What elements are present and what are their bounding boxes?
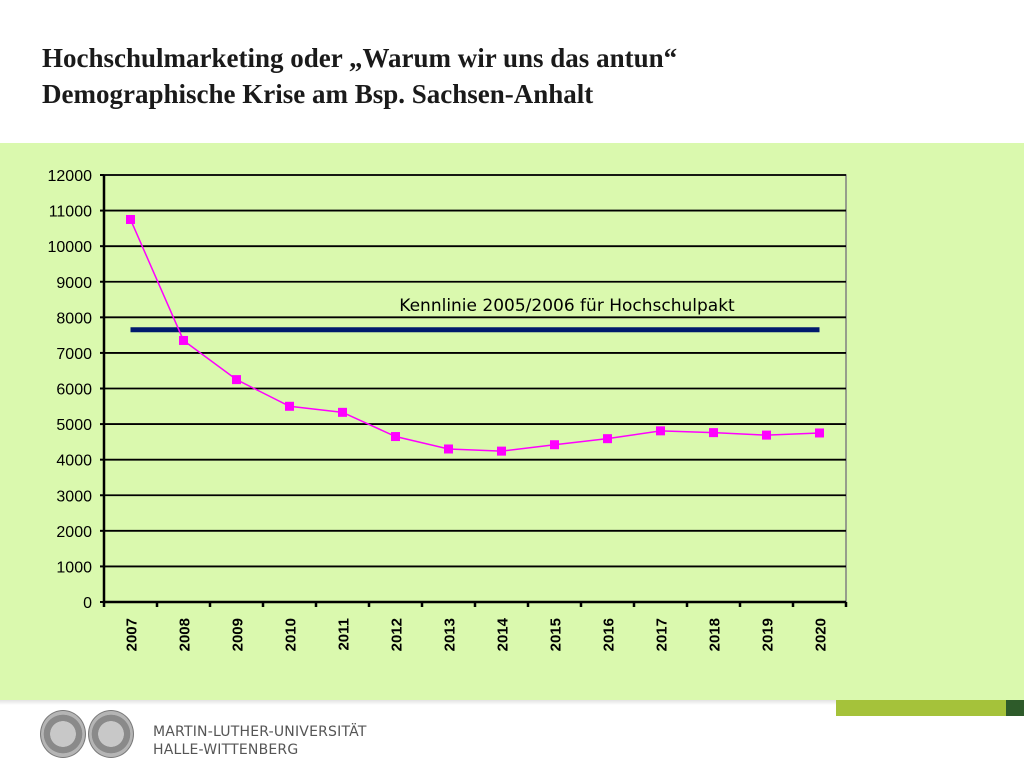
x-tick-label: 2007 bbox=[124, 618, 141, 651]
y-tick-label: 10000 bbox=[48, 239, 93, 256]
x-tick-label: 2008 bbox=[177, 618, 194, 651]
x-axis-tick-labels: 2007 2008 2009 2010 2011 2012 2013 2014 2015 2016… bbox=[124, 617, 830, 651]
x-tick-label: 2018 bbox=[707, 618, 724, 651]
y-axis-tick-labels: 0 1000 2000 3000 4000 5000 6000 7000 8000 9000 100… bbox=[48, 168, 93, 612]
chart-panel: 0 1000 2000 3000 4000 5000 6000 7000 8000 9000 100… bbox=[0, 143, 1024, 700]
data-point bbox=[709, 428, 718, 438]
x-tick-label: 2011 bbox=[336, 618, 353, 651]
y-tick-label: 6000 bbox=[56, 382, 92, 399]
data-point bbox=[126, 214, 135, 224]
x-tick-label: 2019 bbox=[760, 618, 777, 651]
x-tick-label: 2017 bbox=[654, 618, 671, 651]
university-seal-logo bbox=[40, 710, 86, 758]
university-name-line-2: HALLE-WITTENBERG bbox=[153, 742, 299, 758]
series-line bbox=[129, 219, 820, 452]
y-tick-label: 5000 bbox=[56, 417, 92, 434]
x-tick-label: 2016 bbox=[601, 618, 618, 651]
line-chart: 0 1000 2000 3000 4000 5000 6000 7000 8000 9000 100… bbox=[48, 168, 848, 651]
x-tick-label: 2010 bbox=[283, 618, 300, 651]
y-tick-label: 0 bbox=[83, 595, 92, 612]
y-tick-label: 7000 bbox=[56, 346, 92, 363]
data-point bbox=[179, 335, 188, 345]
x-tick-label: 2015 bbox=[548, 618, 565, 651]
data-point bbox=[497, 446, 506, 456]
university-name-line-1: MARTIN-LUTHER-UNIVERSITÄT bbox=[153, 724, 367, 740]
y-tick-label: 9000 bbox=[56, 275, 92, 292]
university-seal-logo-2 bbox=[88, 710, 134, 758]
footer-accent-bar bbox=[836, 700, 1006, 716]
y-tick-label: 2000 bbox=[56, 524, 92, 541]
x-tick-label: 2013 bbox=[442, 618, 459, 651]
footer-accent-bar-dark bbox=[1006, 700, 1024, 716]
y-tick-label: 4000 bbox=[56, 453, 92, 470]
reference-line-label: Kennlinie 2005/2006 für Hochschulpakt bbox=[399, 296, 735, 316]
data-point bbox=[550, 440, 559, 450]
data-point bbox=[285, 401, 294, 411]
data-point bbox=[338, 407, 347, 417]
x-tick-label: 2020 bbox=[813, 618, 830, 651]
slide-title-line-1: Hochschulmarketing oder „Warum wir uns d… bbox=[42, 43, 678, 73]
x-tick-label: 2014 bbox=[495, 617, 512, 651]
y-tick-label: 3000 bbox=[56, 488, 92, 505]
data-point bbox=[762, 430, 771, 440]
x-tick-label: 2009 bbox=[230, 618, 247, 651]
x-tick-label: 2012 bbox=[389, 618, 406, 651]
slide-title-line-2: Demographische Krise am Bsp. Sachsen-Anh… bbox=[42, 79, 594, 109]
data-point bbox=[603, 434, 612, 444]
y-tick-label: 1000 bbox=[56, 559, 92, 576]
y-tick-label: 8000 bbox=[56, 310, 92, 327]
slide-title: Hochschulmarketing oder „Warum wir uns d… bbox=[42, 40, 677, 112]
data-point bbox=[391, 432, 400, 442]
university-name: MARTIN-LUTHER-UNIVERSITÄT HALLE-WITTENBE… bbox=[153, 723, 367, 759]
data-series bbox=[126, 214, 824, 456]
data-point bbox=[656, 426, 665, 436]
data-point bbox=[232, 375, 241, 385]
y-tick-label: 12000 bbox=[48, 168, 93, 185]
data-point bbox=[815, 428, 824, 438]
data-point bbox=[444, 444, 453, 454]
footer-shadow bbox=[0, 700, 836, 705]
y-tick-label: 11000 bbox=[49, 204, 92, 221]
grid-lines bbox=[100, 174, 848, 607]
